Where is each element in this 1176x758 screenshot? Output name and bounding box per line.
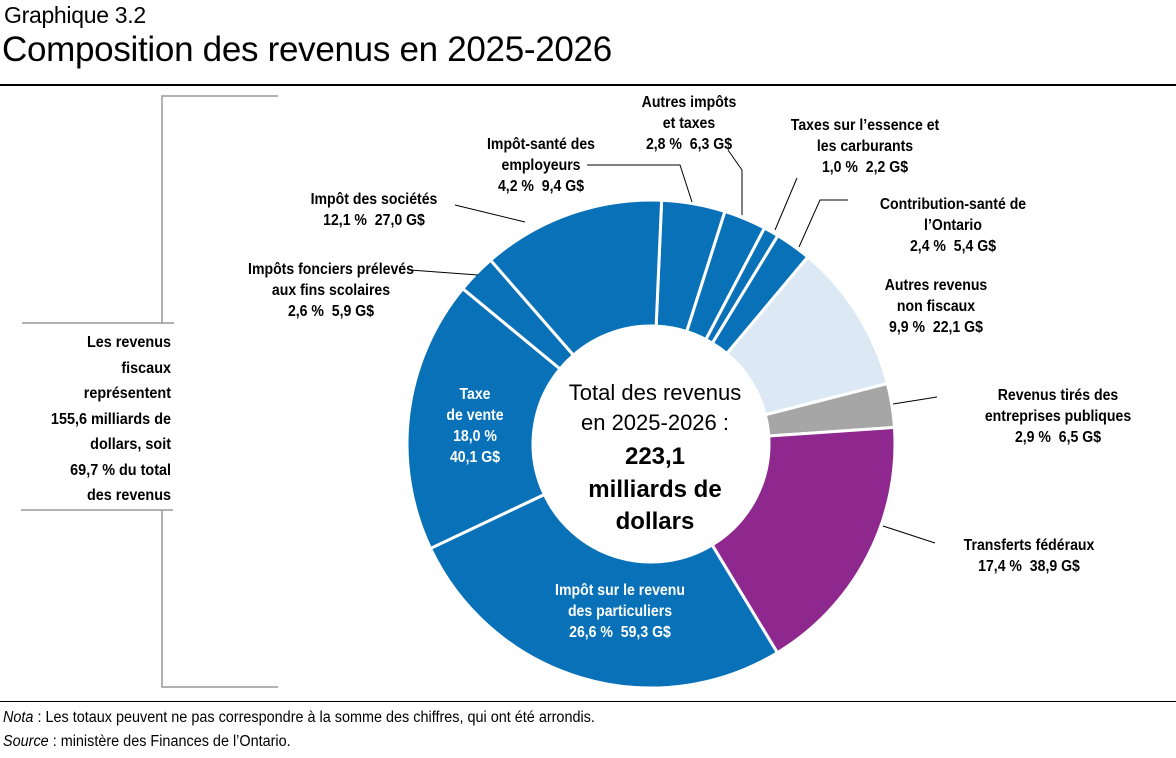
slice-label-value: 12,1 % 27,0 G$ (323, 212, 425, 229)
slice-label-value: 17,4 % 38,9 G$ (978, 558, 1080, 575)
slice-label-value: 2,8 % 6,3 G$ (645, 136, 733, 153)
slice-8 (405, 286, 563, 551)
slice-label-name: l’Ontario (924, 217, 982, 234)
leader-line-health-premium (798, 199, 848, 248)
bottom-divider (0, 701, 1176, 702)
slice-label-name: des particuliers (567, 603, 673, 620)
note-line: dollars, soit (90, 436, 171, 453)
chart-title: Composition des revenus en 2025-2026 (2, 30, 612, 69)
slice-10 (488, 198, 664, 358)
slice-label-name: Autres impôts (641, 94, 737, 111)
leader-line-employer-health (587, 164, 693, 203)
slice-label-name: les carburants (816, 138, 914, 155)
center-total-value: 223,1 (624, 443, 686, 470)
chart-subtitle: Graphique 3.2 (4, 2, 146, 28)
footnote-nota: Nota : Les totaux peuvent ne pas corresp… (3, 709, 595, 727)
slice-label: Autres revenus non fiscaux 9,9 % 22,1 G$ (885, 275, 988, 338)
slice-label-value: 2,4 % 5,4 G$ (909, 238, 997, 255)
slice-label-name: Autres revenus (884, 277, 988, 294)
note-line: Les revenus (86, 334, 171, 351)
nota-label: Nota (3, 709, 34, 726)
note-line: fiscaux (121, 359, 171, 377)
source-label: Source (3, 733, 49, 750)
slice-label: Contribution-santé de l’Ontario 2,4 % 5,4 … (880, 194, 1026, 257)
leader-line-enterprises (892, 396, 938, 405)
slice-6 (710, 425, 897, 655)
nota-text: : Les totaux peuvent ne pas correspondre… (33, 709, 595, 726)
slice-label-name: Transferts fédéraux (963, 537, 1095, 554)
slice-label-value: 26,6 % 59,3 G$ (569, 624, 671, 641)
slice-label-value: 9,9 % 22,1 G$ (889, 319, 983, 336)
slice-label: Transferts fédéraux 17,4 % 38,9 G$ (964, 535, 1095, 577)
slice-label-name: Impôt-santé des (487, 136, 595, 153)
slice-label-name: Contribution-santé de (879, 196, 1027, 213)
note-line: 155,6 milliards de (50, 410, 171, 428)
note-line: des revenus (86, 487, 171, 504)
slice-label: Impôt-santé des employeurs 4,2 % 9,4 G$ (487, 134, 595, 197)
slice-label: Autres impôts et taxes 2,8 % 6,3 G$ (642, 92, 737, 155)
slice-label-value: 2,6 % 5,9 G$ (287, 303, 375, 320)
slice-label-name: et taxes (662, 115, 716, 132)
slice-label: Impôt des sociétés 12,1 % 27,0 G$ (311, 189, 438, 231)
slice-label-value: 1,0 % 2,2 G$ (821, 159, 909, 176)
slice-label: Taxes sur l’essence et les carburants 1,0 … (791, 115, 939, 178)
note-line: représentent (83, 385, 171, 402)
tax-revenue-note: Les revenus fiscaux représentent 155,6 m… (35, 330, 171, 509)
slice-label-name: Taxe (459, 386, 491, 403)
center-year-label: en 2025-2026 : (580, 410, 730, 435)
top-divider (0, 84, 1176, 86)
leader-line-federal (882, 525, 936, 544)
leader-line-gas-tax (774, 177, 798, 231)
slice-label-value: 18,0 % (453, 428, 497, 445)
slice-label: Revenus tirés des entreprises publiques 2,… (985, 385, 1131, 448)
source-text: : ministère des Finances de l’Ontario. (48, 733, 291, 750)
slice-label-name: non fiscaux (896, 298, 976, 315)
slice-label-value: 40,1 G$ (449, 449, 501, 466)
slice-7 (428, 492, 780, 690)
slice-label: Impôts fonciers prélevés aux fins scolair… (248, 259, 414, 322)
slice-label-name: Impôt des sociétés (310, 191, 438, 208)
center-total-unit: milliards de (588, 476, 722, 503)
slice-label-name: Revenus tirés des (997, 387, 1119, 404)
note-line: 69,7 % du total (70, 461, 171, 479)
slice-label-name: entreprises publiques (984, 408, 1132, 425)
slice-label: Taxe de vente 18,0 % 40,1 G$ (446, 384, 503, 468)
footnote-source: Source : ministère des Finances de l’Ont… (3, 733, 291, 751)
slice-label-name: de vente (446, 407, 504, 424)
leader-line-school-tax (409, 269, 479, 276)
slice-label-name: employeurs (501, 157, 581, 174)
slice-label-name: aux fins scolaires (271, 282, 391, 299)
tax-revenue-bracket (21, 95, 278, 688)
slice-label-name: Impôt sur le revenu (555, 582, 685, 599)
center-total-label: Total des revenus (568, 380, 742, 405)
leader-line-other-taxes (727, 149, 743, 215)
leader-line-corporate (454, 204, 526, 223)
slice-label: Impôt sur le revenu des particuliers 26,6 … (555, 580, 685, 643)
slice-label-value: 2,9 % 6,5 G$ (1014, 429, 1102, 446)
slice-label-name: Taxes sur l’essence et (790, 117, 940, 134)
slice-label-value: 4,2 % 9,4 G$ (497, 178, 585, 195)
slice-label-name: Impôts fonciers prélevés (248, 261, 414, 278)
center-total-unit-2: dollars (615, 508, 695, 535)
